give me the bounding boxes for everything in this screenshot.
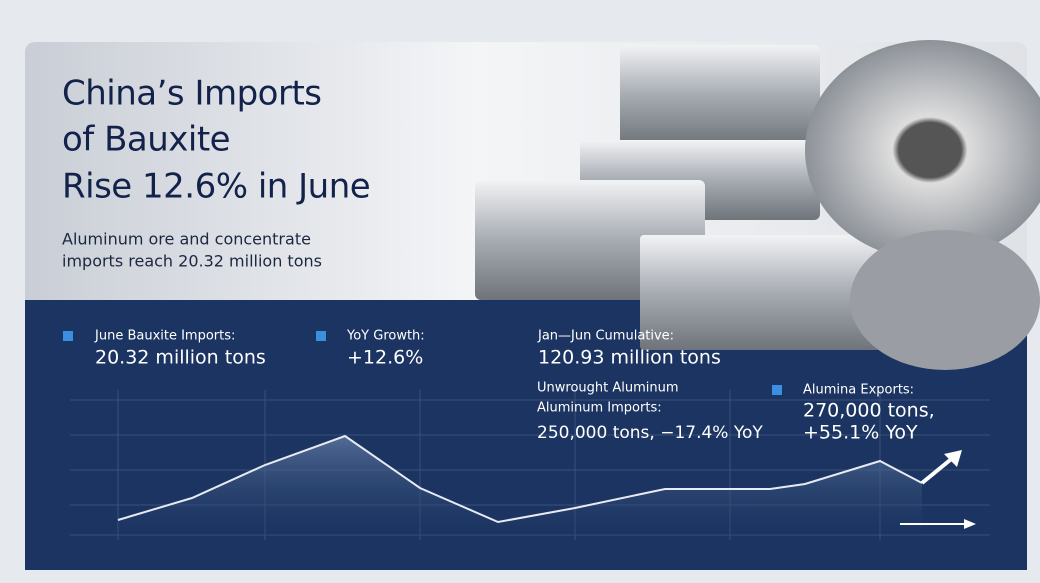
metal-illustration bbox=[475, 40, 1040, 370]
stat-value: 270,000 tons, bbox=[803, 400, 935, 422]
bullet bbox=[63, 331, 73, 341]
stat-label: Aluminum Imports: bbox=[537, 401, 662, 416]
title-line: of Bauxite bbox=[62, 120, 230, 160]
stat-value: +12.6% bbox=[347, 347, 423, 369]
stat-label: Unwrought Aluminum bbox=[537, 381, 679, 396]
stat-label: June Bauxite Imports: bbox=[94, 329, 235, 344]
subtitle-line: Aluminum ore and concentrate bbox=[62, 230, 311, 249]
stat-value: 250,000 tons, −17.4% YoY bbox=[537, 423, 763, 443]
trend-graphic bbox=[70, 390, 990, 540]
stat-value: 120.93 million tons bbox=[538, 347, 721, 369]
stat-value: 20.32 million tons bbox=[95, 347, 266, 369]
title-line: Rise 12.6% in June bbox=[62, 167, 370, 207]
title-line: China’s Imports bbox=[62, 74, 322, 114]
stat-label: Alumina Exports: bbox=[803, 383, 914, 398]
title: China’s Imports of Bauxite Rise 12.6% in… bbox=[62, 74, 371, 271]
subtitle-line: imports reach 20.32 million tons bbox=[62, 252, 322, 271]
bullet bbox=[316, 331, 326, 341]
stats: June Bauxite Imports: 20.32 million tons… bbox=[63, 329, 935, 444]
stat-label: Jan—Jun Cumulative: bbox=[537, 329, 674, 344]
bullet bbox=[772, 385, 782, 395]
stat-value: +55.1% YoY bbox=[803, 422, 918, 444]
stat-label: YoY Growth: bbox=[346, 329, 425, 344]
